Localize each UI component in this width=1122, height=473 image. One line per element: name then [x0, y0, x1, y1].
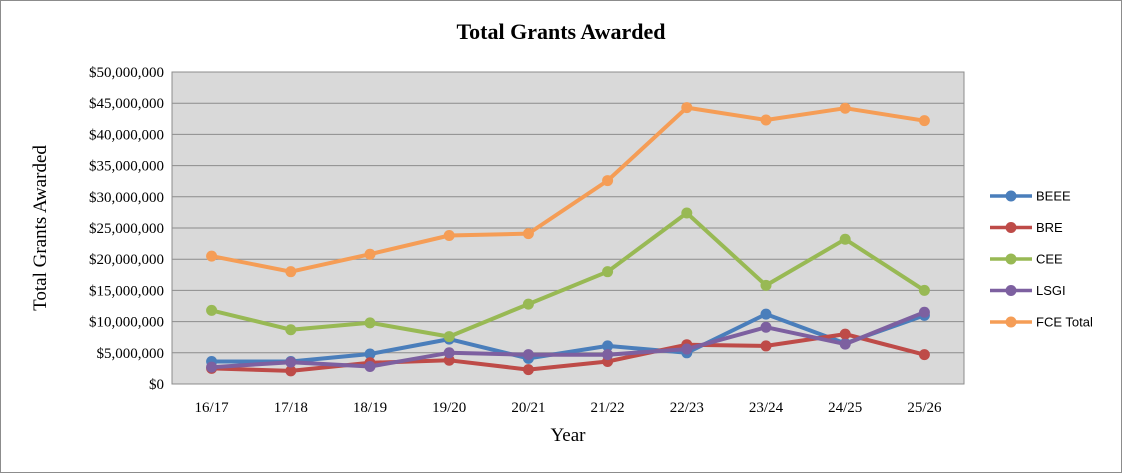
legend-label: CEE [1036, 252, 1063, 267]
data-point [918, 284, 930, 296]
series-line [209, 332, 927, 373]
x-tick-label: 18/19 [353, 400, 387, 416]
data-point [364, 317, 376, 329]
legend-label: BEEE [1036, 189, 1071, 204]
y-tick-label: $40,000,000 [89, 127, 164, 143]
series-line [209, 211, 927, 339]
data-point [760, 321, 772, 333]
x-tick-label: 17/18 [274, 400, 308, 416]
y-tick-label: $45,000,000 [89, 96, 164, 112]
data-point [602, 349, 614, 361]
series-group [206, 102, 930, 377]
data-point [760, 340, 772, 352]
y-tick-label: $5,000,000 [97, 346, 165, 362]
y-tick-label: $15,000,000 [89, 283, 164, 299]
legend-item: CEE [990, 252, 1063, 267]
data-point [285, 324, 297, 336]
legend-label: LSGI [1036, 283, 1066, 298]
x-axis-ticks: 16/17 17/18 18/19 19/20 20/21 21/22 22/23 23/24… [195, 400, 942, 416]
x-tick-label: 25/26 [907, 400, 942, 416]
chart-title: Total Grants Awarded [456, 19, 665, 44]
legend-label: BRE [1036, 220, 1063, 235]
legend: BEEE BRE CEE LSGI FCE Total [990, 189, 1093, 330]
data-point [206, 250, 218, 262]
data-point [602, 175, 614, 187]
data-point [918, 349, 930, 361]
data-point [206, 361, 218, 373]
legend-item: BRE [990, 220, 1063, 235]
series-line [209, 312, 927, 364]
x-tick-label: 21/22 [591, 400, 625, 416]
data-point [364, 361, 376, 373]
data-point [285, 266, 297, 278]
legend-swatch-marker [1005, 190, 1017, 202]
gridlines [172, 102, 964, 354]
data-point [839, 338, 851, 350]
data-point [681, 343, 693, 355]
data-point [760, 279, 772, 291]
data-point [681, 102, 693, 114]
legend-label: FCE Total [1036, 315, 1093, 330]
data-point [760, 114, 772, 126]
x-tick-label: 24/25 [828, 400, 862, 416]
series-line [209, 105, 927, 274]
legend-item: FCE Total [990, 315, 1093, 330]
series-fce-total [206, 102, 930, 278]
series-cee [206, 207, 930, 343]
x-tick-label: 16/17 [195, 400, 230, 416]
data-point [839, 233, 851, 245]
series-lsgi [206, 306, 930, 373]
x-tick-label: 23/24 [749, 400, 784, 416]
x-tick-label: 22/23 [670, 400, 704, 416]
data-point [364, 348, 376, 360]
data-point [285, 365, 297, 377]
y-axis-title: Total Grants Awarded [30, 145, 51, 311]
x-tick-label: 19/20 [432, 400, 466, 416]
y-tick-label: $50,000,000 [89, 65, 164, 81]
y-axis-ticks: $0 $5,000,000 $10,000,000 $15,000,000 $20,00… [89, 65, 164, 393]
data-point [760, 308, 772, 320]
legend-swatch-marker [1005, 285, 1017, 296]
data-point [918, 115, 930, 127]
data-point [522, 298, 534, 310]
data-point [443, 331, 455, 343]
data-point [522, 228, 534, 240]
data-point [839, 102, 851, 114]
data-point [918, 306, 930, 318]
y-tick-label: $0 [149, 377, 164, 393]
data-point [602, 340, 614, 352]
data-point [839, 328, 851, 340]
y-tick-label: $25,000,000 [89, 221, 164, 237]
legend-item: BEEE [990, 189, 1071, 204]
data-point [364, 248, 376, 260]
data-point [285, 356, 297, 368]
data-point [602, 266, 614, 278]
data-point [681, 207, 693, 219]
y-tick-label: $10,000,000 [89, 315, 164, 331]
legend-swatch-marker [1005, 222, 1017, 233]
data-point [443, 229, 455, 241]
x-tick-label: 20/21 [511, 400, 545, 416]
y-tick-label: $30,000,000 [89, 190, 164, 206]
data-point [522, 349, 534, 361]
legend-swatch-marker [1005, 316, 1017, 328]
data-point [522, 364, 534, 376]
y-tick-label: $35,000,000 [89, 159, 164, 175]
series-line [209, 310, 927, 370]
x-axis-title: Year [550, 425, 586, 446]
y-tick-label: $20,000,000 [89, 252, 164, 268]
legend-swatch-marker [1005, 253, 1017, 265]
data-point [443, 347, 455, 359]
data-point [206, 304, 218, 316]
legend-item: LSGI [990, 283, 1066, 298]
